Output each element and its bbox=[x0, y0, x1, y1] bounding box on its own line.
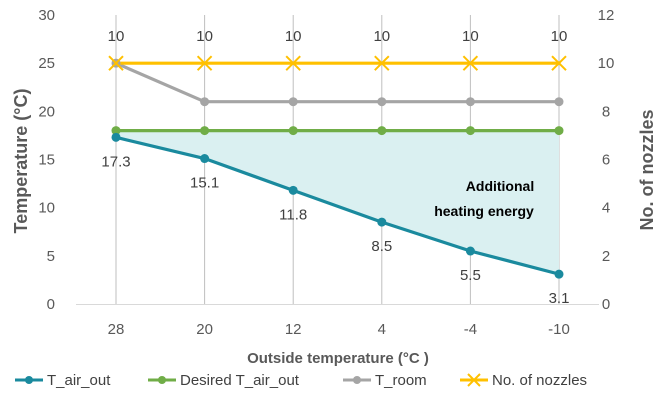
y2-tick-label: 2 bbox=[602, 248, 610, 265]
x-axis-title: Outside temperature (°C ) bbox=[247, 350, 429, 367]
data-label-t-air-out: 8.5 bbox=[371, 238, 392, 255]
point-t-air-out bbox=[554, 269, 564, 279]
point-no-of-nozzles bbox=[551, 55, 567, 71]
legend-label-no-of-nozzles: No. of nozzles bbox=[492, 372, 587, 389]
data-label-nozzles: 10 bbox=[285, 28, 302, 45]
point-no-of-nozzles bbox=[374, 55, 390, 71]
point-no-of-nozzles bbox=[108, 55, 124, 71]
y2-axis-title: No. of nozzles bbox=[637, 110, 657, 231]
y2-tick-label: 4 bbox=[602, 200, 610, 217]
data-label-t-air-out: 5.5 bbox=[460, 267, 481, 284]
y2-tick-label: 0 bbox=[602, 296, 610, 313]
point-no-of-nozzles bbox=[196, 55, 213, 71]
data-label-nozzles: 10 bbox=[373, 28, 390, 45]
x-tick-label: 20 bbox=[196, 321, 213, 338]
y-tick-label: 20 bbox=[38, 103, 55, 120]
series-lines bbox=[114, 61, 561, 276]
legend-item-desired-t-air-out: Desired T_air_out bbox=[148, 372, 300, 389]
point-desired-t-air-out bbox=[200, 126, 210, 136]
legend-item-t-air-out: T_air_out bbox=[15, 372, 111, 389]
data-label-t-air-out: 3.1 bbox=[549, 290, 570, 307]
point-t-room bbox=[200, 97, 210, 107]
point-t-air-out bbox=[465, 246, 475, 256]
point-t-room bbox=[377, 97, 387, 107]
x-tick-label: 28 bbox=[108, 321, 125, 338]
point-desired-t-air-out bbox=[377, 126, 387, 136]
y-tick-label: 5 bbox=[47, 248, 55, 265]
y2-tick-label: 6 bbox=[602, 152, 610, 169]
line-t-room bbox=[114, 61, 561, 104]
legend-label-t-room: T_room bbox=[375, 372, 427, 389]
x-tick-label: 4 bbox=[378, 321, 386, 338]
line-t-air-out bbox=[114, 135, 561, 276]
point-desired-t-air-out bbox=[465, 126, 475, 136]
y2-tick-label: 8 bbox=[602, 103, 610, 120]
legend-item-no-of-nozzles: No. of nozzles bbox=[460, 372, 587, 389]
point-t-air-out bbox=[111, 132, 121, 142]
y-tick-label: 25 bbox=[38, 55, 55, 72]
axes: 0 5 10 15 20 25 30 0 2 4 6 8 10 12 28 20 12 4 -4 -10 bbox=[38, 7, 614, 338]
point-t-air-out bbox=[288, 185, 298, 195]
y-axis-title: Temperature (°C) bbox=[11, 89, 31, 234]
annotation-line-2: heating energy bbox=[434, 203, 534, 219]
y-tick-label: 15 bbox=[38, 152, 55, 169]
data-labels: 17.3 15.1 11.8 8.5 5.5 3.1 10 10 10 10 10 10 bbox=[101, 28, 569, 307]
x-tick-label: -4 bbox=[464, 321, 477, 338]
x-tick-label: -10 bbox=[548, 321, 570, 338]
data-label-t-air-out: 11.8 bbox=[279, 206, 307, 223]
y2-tick-label: 12 bbox=[598, 7, 615, 24]
point-desired-t-air-out bbox=[554, 126, 564, 136]
point-t-room bbox=[465, 97, 475, 107]
point-t-air-out bbox=[377, 217, 387, 227]
series-markers bbox=[108, 55, 567, 279]
data-label-nozzles: 10 bbox=[196, 28, 213, 45]
data-label-nozzles: 10 bbox=[462, 28, 479, 45]
point-t-room bbox=[288, 97, 298, 107]
y-tick-label: 0 bbox=[47, 296, 55, 313]
point-no-of-nozzles bbox=[462, 55, 479, 71]
annotation-line-1: Additional bbox=[466, 178, 534, 194]
x-tick-label: 12 bbox=[285, 321, 302, 338]
data-label-t-air-out: 17.3 bbox=[101, 153, 130, 170]
y2-tick-label: 10 bbox=[598, 55, 615, 72]
point-desired-t-air-out bbox=[111, 126, 121, 136]
legend-item-t-room: T_room bbox=[343, 372, 427, 389]
point-desired-t-air-out bbox=[288, 126, 298, 136]
legend-label-desired-t-air-out: Desired T_air_out bbox=[180, 372, 300, 389]
point-t-air-out bbox=[200, 154, 210, 164]
data-label-nozzles: 10 bbox=[551, 28, 568, 45]
legend: T_air_out Desired T_air_out T_room No. of n… bbox=[15, 372, 587, 389]
point-t-room bbox=[554, 97, 564, 107]
y-tick-label: 30 bbox=[38, 7, 55, 24]
data-label-nozzles: 10 bbox=[108, 28, 125, 45]
point-no-of-nozzles bbox=[285, 55, 301, 71]
y-tick-label: 10 bbox=[38, 200, 55, 217]
legend-label-t-air-out: T_air_out bbox=[47, 372, 111, 389]
data-label-t-air-out: 15.1 bbox=[190, 175, 219, 192]
